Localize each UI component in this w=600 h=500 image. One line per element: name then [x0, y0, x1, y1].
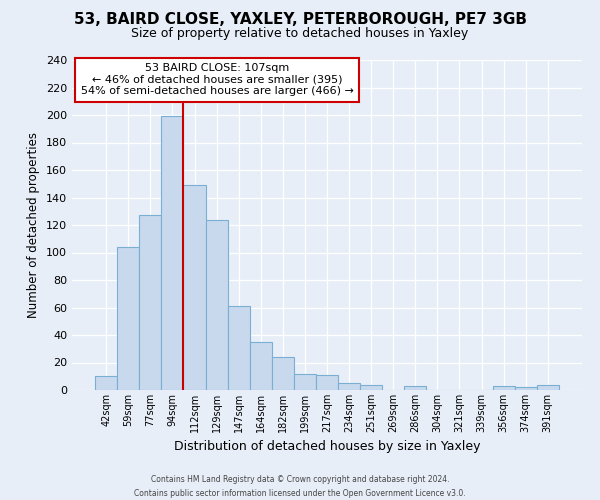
- Bar: [272, 357, 294, 390]
- Bar: [537, 384, 559, 390]
- Bar: [294, 374, 316, 390]
- X-axis label: Distribution of detached houses by size in Yaxley: Distribution of detached houses by size …: [174, 440, 480, 454]
- Bar: [250, 342, 272, 390]
- Bar: [161, 116, 184, 390]
- Text: Size of property relative to detached houses in Yaxley: Size of property relative to detached ho…: [131, 28, 469, 40]
- Bar: [338, 383, 360, 390]
- Text: Contains HM Land Registry data © Crown copyright and database right 2024.
Contai: Contains HM Land Registry data © Crown c…: [134, 476, 466, 498]
- Text: 53 BAIRD CLOSE: 107sqm
← 46% of detached houses are smaller (395)
54% of semi-de: 53 BAIRD CLOSE: 107sqm ← 46% of detached…: [81, 64, 354, 96]
- Bar: [206, 220, 227, 390]
- Bar: [404, 386, 427, 390]
- Bar: [184, 185, 206, 390]
- Bar: [316, 375, 338, 390]
- Bar: [515, 387, 537, 390]
- Y-axis label: Number of detached properties: Number of detached properties: [28, 132, 40, 318]
- Bar: [139, 216, 161, 390]
- Bar: [227, 306, 250, 390]
- Bar: [95, 376, 117, 390]
- Text: 53, BAIRD CLOSE, YAXLEY, PETERBOROUGH, PE7 3GB: 53, BAIRD CLOSE, YAXLEY, PETERBOROUGH, P…: [74, 12, 527, 28]
- Bar: [360, 384, 382, 390]
- Bar: [117, 247, 139, 390]
- Bar: [493, 386, 515, 390]
